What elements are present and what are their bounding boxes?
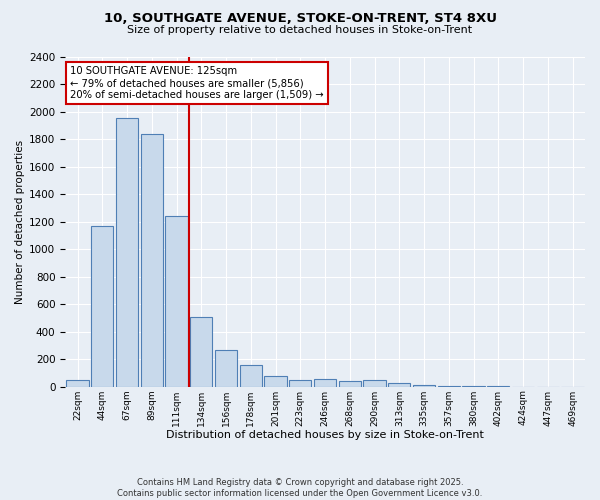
Y-axis label: Number of detached properties: Number of detached properties (15, 140, 25, 304)
Bar (215, 350, 237, 387)
Bar (338, 381, 361, 386)
Bar (67, 380, 89, 386)
Bar (166, 216, 188, 386)
Text: 10, SOUTHGATE AVENUE, STOKE-ON-TRENT, ST4 8XU: 10, SOUTHGATE AVENUE, STOKE-ON-TRENT, ST… (104, 12, 497, 26)
Bar (364, 380, 386, 386)
X-axis label: Distribution of detached houses by size in Stoke-on-Trent: Distribution of detached houses by size … (166, 430, 484, 440)
Bar (289, 380, 311, 386)
Bar (314, 379, 336, 386)
Bar (140, 134, 163, 386)
Bar (239, 366, 262, 386)
Bar (116, 118, 138, 386)
Text: 10 SOUTHGATE AVENUE: 125sqm
← 79% of detached houses are smaller (5,856)
20% of : 10 SOUTHGATE AVENUE: 125sqm ← 79% of det… (70, 66, 324, 100)
Bar (91, 226, 113, 386)
Bar (388, 382, 410, 386)
Text: Contains HM Land Registry data © Crown copyright and database right 2025.
Contai: Contains HM Land Registry data © Crown c… (118, 478, 482, 498)
Bar (190, 316, 212, 386)
Text: Size of property relative to detached houses in Stoke-on-Trent: Size of property relative to detached ho… (127, 25, 473, 35)
Bar (265, 376, 287, 386)
